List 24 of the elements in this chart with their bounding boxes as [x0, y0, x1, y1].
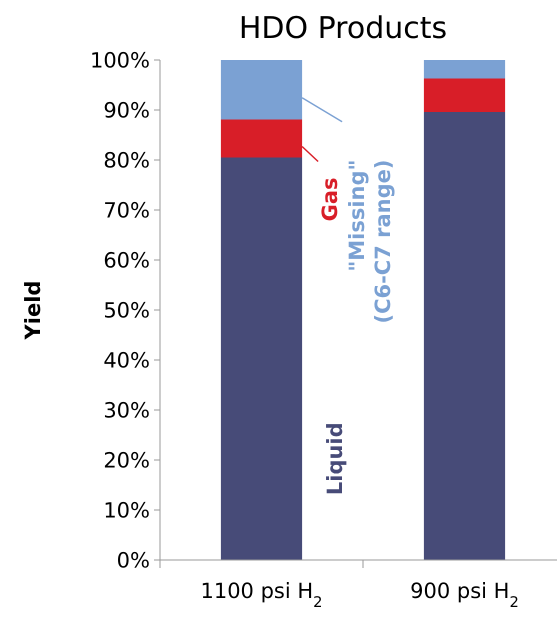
y-tick-label: 90%: [103, 98, 150, 122]
bar: [424, 78, 506, 112]
bar: [424, 60, 506, 78]
text: Liquid: [323, 422, 348, 496]
y-tick-label: 60%: [103, 248, 150, 272]
y-tick-label: 30%: [103, 398, 150, 422]
y-tick-label: 80%: [103, 148, 150, 172]
text: "Missing" (C6-C7 range): [345, 160, 396, 324]
legend-label: Gas: [318, 178, 342, 222]
x-tick-label: 900 psi H$_{2}$: [410, 579, 519, 610]
bar: [220, 120, 302, 158]
y-tick-label: 70%: [103, 198, 150, 222]
x-tick-label: 1100 psi H$_{2}$: [200, 579, 323, 610]
chart-title: HDO Products: [238, 11, 448, 46]
y-tick-label: 20%: [103, 448, 150, 472]
bar: [220, 60, 302, 120]
bar: [220, 158, 302, 560]
y-tick-label: 100%: [90, 48, 150, 72]
y-axis-title: Yield: [21, 280, 45, 340]
y-tick-label: 50%: [103, 298, 150, 322]
bar: [424, 112, 506, 560]
y-tick-label: 0%: [116, 548, 150, 572]
y-tick-label: 40%: [103, 348, 150, 372]
y-tick-label: 10%: [103, 498, 150, 522]
